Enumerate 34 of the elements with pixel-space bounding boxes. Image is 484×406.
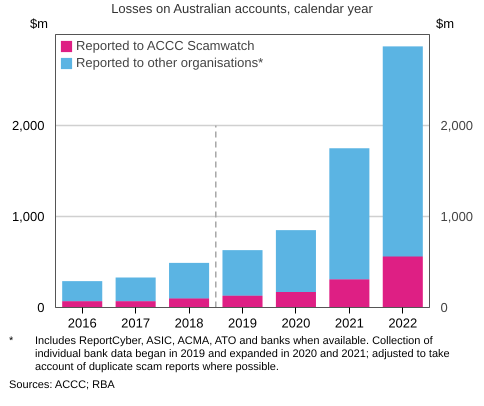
- bar: [276, 292, 316, 308]
- bar: [62, 281, 102, 302]
- y2-tick-label: 0: [440, 300, 448, 315]
- x-tick-label: 2017: [121, 316, 150, 330]
- source-note: Sources: ACCC; RBA: [8, 379, 115, 392]
- x-tick-label: 2022: [388, 316, 418, 330]
- bar: [116, 277, 156, 302]
- text: * Includes ReportCyber, ASIC, ACMA, ATO and banks when available. Collection of individual bank data began in 2019 and expanded in 2020 and 2021; adjusted to take account of duplicate scam reports where possible.: [9, 335, 450, 373]
- bar: [329, 148, 370, 280]
- x-tick-label: 2020: [281, 316, 310, 330]
- bar: [329, 279, 370, 308]
- bar: [222, 296, 263, 308]
- x-tick-label: 2016: [68, 316, 97, 330]
- x-tick-label: 2021: [334, 316, 364, 330]
- bar: [382, 46, 423, 257]
- legend-label: Reported to ACCC Scamwatch: [76, 38, 254, 53]
- bar: [382, 256, 423, 308]
- y2-axis-title: $m: [436, 15, 454, 33]
- x-tick-label: 2018: [174, 316, 204, 330]
- y-tick-label: 2,000: [12, 118, 45, 133]
- bar: [169, 298, 210, 308]
- chart-title: Losses on Australian accounts, calendar year: [111, 1, 373, 16]
- bar: [276, 230, 316, 292]
- bar: [222, 250, 263, 296]
- y-tick-label: 0: [37, 300, 45, 315]
- legend-label: Reported to other organisations*: [76, 55, 264, 70]
- bar: [62, 301, 102, 308]
- y-axis-title: $m: [30, 15, 48, 33]
- y2-tick-label: 1,000: [440, 209, 474, 224]
- y2-tick-label: 2,000: [440, 118, 474, 133]
- bar: [116, 301, 156, 308]
- bar: [169, 262, 210, 298]
- x-tick-label: 2019: [228, 316, 257, 330]
- y-tick-label: 1,000: [12, 209, 45, 224]
